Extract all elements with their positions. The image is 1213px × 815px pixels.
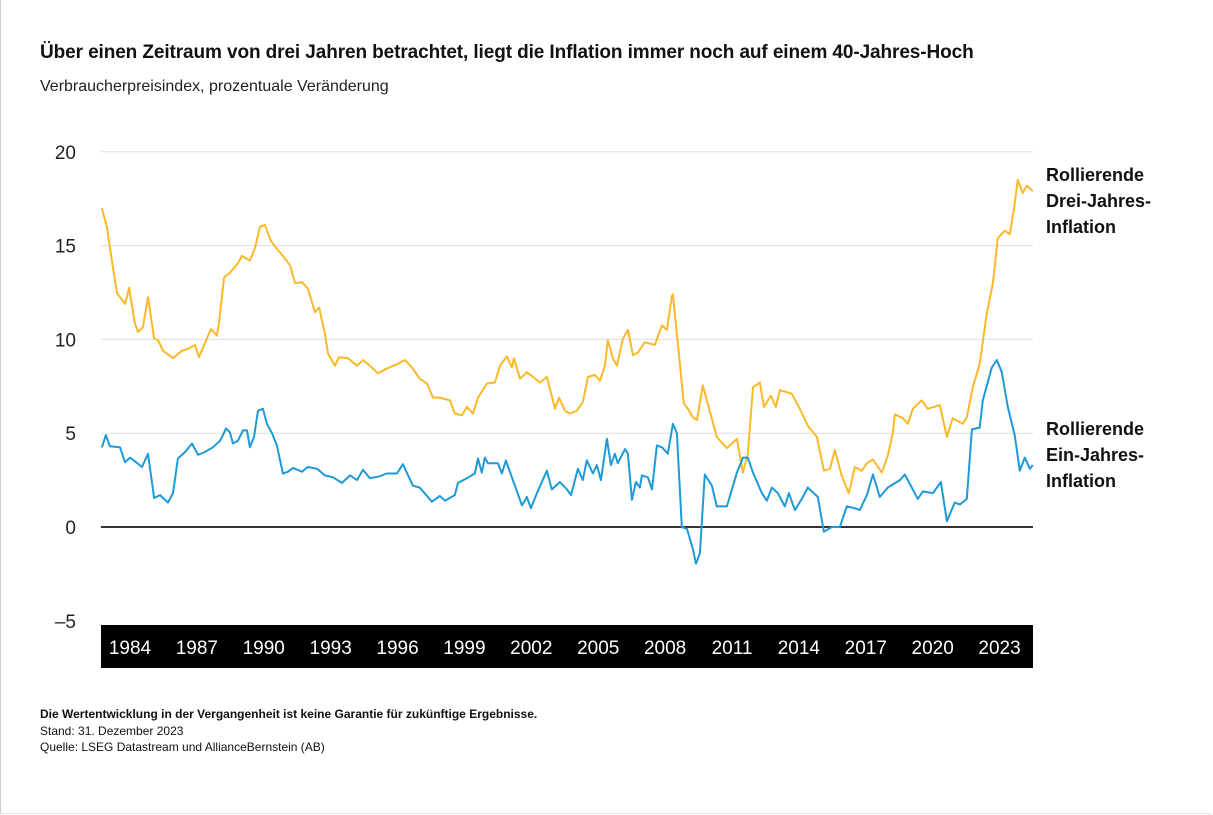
y-tick-label: 0 bbox=[65, 518, 76, 539]
y-tick-label: 10 bbox=[55, 330, 76, 351]
x-tick-label: 2023 bbox=[978, 638, 1020, 659]
y-tick-label: 15 bbox=[55, 237, 76, 258]
series-label-line: Inflation bbox=[1046, 471, 1116, 491]
x-tick-label: 2011 bbox=[712, 638, 753, 659]
series-label-line: Rollierende bbox=[1046, 419, 1145, 439]
series-label-line: Ein-Jahres- bbox=[1046, 445, 1145, 465]
series-label-one-year: Rollierende Ein-Jahres- Inflation bbox=[1046, 416, 1144, 494]
series-label-three-year: Rollierende Drei-Jahres- Inflation bbox=[1046, 162, 1151, 240]
y-axis-ticks: 20 15 10 5 0 –5 bbox=[55, 143, 76, 633]
one-year-inflation-line bbox=[100, 359, 1034, 565]
three-year-inflation-line bbox=[100, 178, 1034, 495]
series-label-line: Rollierende bbox=[1046, 165, 1145, 185]
x-tick-label: 1984 bbox=[109, 638, 152, 659]
x-tick-label: 2008 bbox=[644, 638, 686, 659]
gridlines bbox=[101, 151, 1033, 528]
x-tick-label: 1999 bbox=[443, 638, 485, 659]
y-tick-label: –5 bbox=[55, 612, 76, 633]
footer-source: Quelle: LSEG Datastream und AllianceBern… bbox=[40, 740, 325, 754]
x-tick-label: 2005 bbox=[577, 638, 619, 659]
x-tick-label: 1990 bbox=[243, 638, 285, 659]
x-tick-label: 2014 bbox=[778, 638, 821, 659]
y-tick-label: 5 bbox=[65, 424, 76, 445]
x-axis-band bbox=[101, 625, 1033, 668]
footer-disclaimer: Die Wertentwicklung in der Vergangenheit… bbox=[40, 707, 538, 721]
x-axis: 1984 1987 1990 1993 1996 1999 2002 2005 2008 2011… bbox=[101, 625, 1033, 668]
chart-title: Über einen Zeitraum von drei Jahren betr… bbox=[40, 42, 974, 63]
series-lines bbox=[100, 178, 1034, 565]
chart-subtitle: Verbraucherpreisindex, prozentuale Verän… bbox=[40, 78, 389, 95]
y-tick-label: 20 bbox=[55, 143, 76, 164]
x-tick-label: 2002 bbox=[510, 638, 552, 659]
x-tick-label: 1993 bbox=[310, 638, 352, 659]
x-tick-label: 2020 bbox=[912, 638, 954, 659]
series-label-line: Drei-Jahres- bbox=[1046, 191, 1152, 211]
x-tick-label: 2017 bbox=[845, 638, 887, 659]
series-label-line: Inflation bbox=[1046, 217, 1116, 237]
x-tick-label: 1996 bbox=[376, 638, 418, 659]
x-tick-label: 1987 bbox=[176, 638, 218, 659]
footer-date: Stand: 31. Dezember 2023 bbox=[40, 724, 184, 738]
